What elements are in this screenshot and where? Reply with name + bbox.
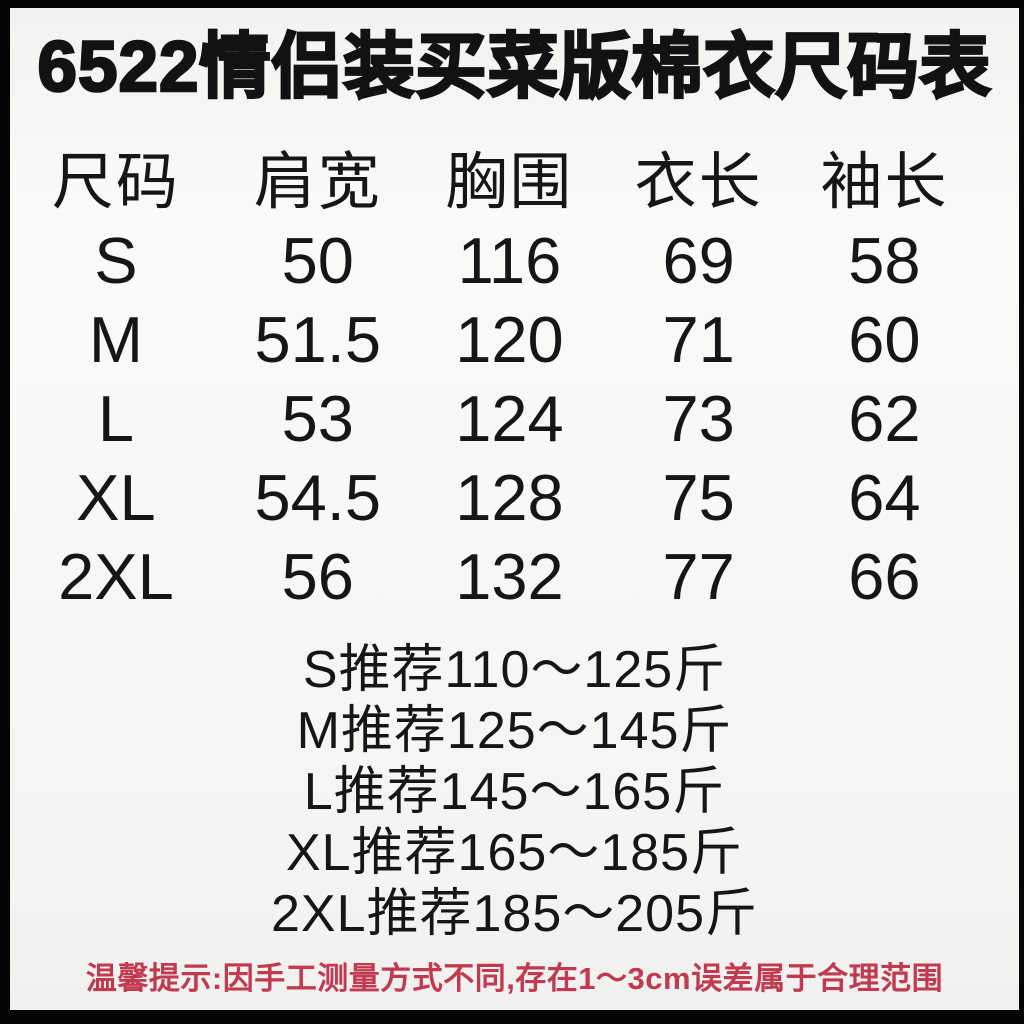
recommendation-2xl: 2XL推荐185～205斤 — [270, 885, 759, 944]
size-table: 尺码 肩宽 胸围 衣长 袖长 S 50 116 69 58 M 51.5 120… — [10, 131, 1019, 616]
column-header-length: 衣长 — [634, 148, 763, 218]
size-label: L — [97, 382, 135, 456]
shoulder-value: 53 — [281, 382, 354, 456]
shoulder-value: 50 — [281, 224, 354, 298]
column-header-size: 尺码 — [51, 148, 180, 218]
length-value: 77 — [662, 540, 735, 614]
column-header-sleeve: 袖长 — [820, 148, 949, 218]
sleeve-value: 64 — [848, 461, 921, 535]
chest-value: 120 — [455, 303, 564, 377]
size-label: XL — [76, 461, 156, 535]
size-label: M — [88, 303, 144, 377]
length-value: 71 — [662, 303, 735, 377]
column-header-chest: 胸围 — [445, 148, 574, 218]
length-value: 69 — [662, 224, 735, 298]
shoulder-value: 54.5 — [254, 461, 381, 535]
table-row-m: M 51.5 120 71 60 — [10, 300, 1019, 379]
column-header-shoulder: 肩宽 — [253, 148, 382, 218]
page-title: 6522情侣装买菜版棉衣尺码表 — [36, 28, 992, 107]
measurement-disclaimer: 温馨提示:因手工测量方式不同,存在1～3cm误差属于合理范围 — [85, 961, 944, 996]
chest-value: 128 — [455, 461, 564, 535]
recommendation-l: L推荐145～165斤 — [303, 763, 726, 822]
sleeve-value: 58 — [848, 224, 921, 298]
shoulder-value: 56 — [281, 540, 354, 614]
size-chart-page: 6522情侣装买菜版棉衣尺码表 尺码 肩宽 胸围 衣长 袖长 S 50 116 … — [10, 8, 1019, 1010]
shoulder-value: 51.5 — [254, 303, 381, 377]
recommendation-s: S推荐110～125斤 — [302, 641, 727, 700]
size-label: 2XL — [58, 540, 174, 614]
chest-value: 132 — [455, 540, 564, 614]
table-row-l: L 53 124 73 62 — [10, 379, 1019, 458]
chest-value: 124 — [455, 382, 564, 456]
size-label: S — [94, 224, 138, 298]
table-header-row: 尺码 肩宽 胸围 衣长 袖长 — [10, 131, 1019, 219]
recommendation-m: M推荐125～145斤 — [296, 702, 733, 761]
sleeve-value: 60 — [848, 303, 921, 377]
recommendation-xl: XL推荐165～185斤 — [285, 824, 744, 883]
table-row-2xl: 2XL 56 132 77 66 — [10, 537, 1019, 616]
table-row-xl: XL 54.5 128 75 64 — [10, 458, 1019, 537]
sleeve-value: 62 — [848, 382, 921, 456]
length-value: 75 — [662, 461, 735, 535]
weight-recommendations: S推荐110～125斤 M推荐125～145斤 L推荐145～165斤 XL推荐… — [10, 640, 1019, 945]
chest-value: 116 — [457, 224, 562, 298]
length-value: 73 — [662, 382, 735, 456]
table-row-s: S 50 116 69 58 — [10, 221, 1019, 300]
sleeve-value: 66 — [848, 540, 921, 614]
